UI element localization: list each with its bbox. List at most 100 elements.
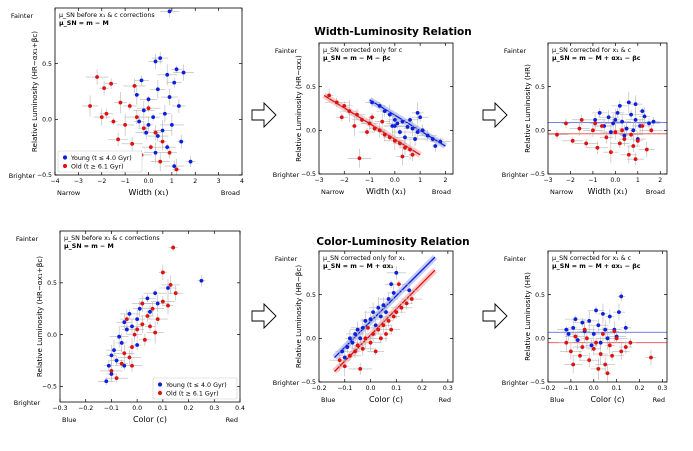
old-point-7 [599, 124, 604, 128]
old-point-11 [603, 362, 608, 367]
x-tick-label: 0.4 [235, 405, 245, 412]
fainter-label: Fainter [16, 235, 39, 243]
y-axis-label: Relative Luminosity (HR−αx₁) [294, 55, 303, 162]
young-point-0 [370, 100, 374, 105]
old-point-23 [629, 132, 633, 137]
old-point-8 [594, 340, 598, 345]
correction-note: μ_SN corrected for x₁ & c [552, 255, 632, 262]
old-point-18 [171, 245, 176, 250]
low-end-label: Narrow [57, 189, 81, 197]
young-point-16 [418, 115, 423, 120]
young-point-8 [598, 340, 603, 345]
distance-modulus-formula: μ_SN = m − M + αx₁ [323, 263, 394, 270]
young-point-14 [626, 100, 631, 105]
young-point-14 [617, 310, 621, 315]
young-point-9 [134, 92, 139, 97]
young-point-8 [633, 117, 638, 122]
young-point-2 [106, 363, 111, 368]
plot-frame [547, 42, 668, 175]
old-point-17 [409, 297, 414, 301]
old-point-5 [360, 117, 364, 122]
young-point-15 [573, 317, 578, 322]
old-point-16 [365, 130, 369, 134]
y-tick-label: 0.5 [306, 292, 316, 299]
young-point-22 [415, 110, 420, 115]
old-point-16 [167, 150, 172, 155]
young-point-19 [199, 278, 204, 283]
young-point-14 [162, 111, 167, 116]
young-point-20 [109, 353, 114, 358]
young-point-2 [382, 109, 387, 114]
old-point-0 [564, 340, 569, 345]
young-point-22 [165, 145, 170, 150]
arrow-icon [482, 101, 508, 129]
y-tick-label: 0.0 [47, 332, 57, 339]
old-point-0 [109, 369, 114, 373]
young-point-5 [395, 121, 400, 126]
young-point-4 [615, 110, 620, 115]
arrow-icon [482, 302, 508, 330]
old-point-4 [127, 355, 132, 360]
old-point-4 [355, 112, 359, 117]
old-point-5 [127, 104, 132, 108]
young-point-26 [146, 123, 151, 127]
old-point-7 [372, 126, 377, 131]
young-point-3 [353, 332, 357, 336]
old-point-1 [568, 349, 573, 354]
young-point-11 [146, 97, 151, 102]
young-point-17 [155, 301, 160, 306]
x-tick-label: 0.0 [132, 405, 142, 412]
old-point-2 [570, 138, 575, 143]
old-point-13 [626, 152, 631, 157]
x-tick-label: −1 [121, 178, 130, 185]
old-point-23 [571, 362, 576, 367]
young-point-5 [620, 119, 624, 124]
x-tick-label: 3 [217, 178, 221, 185]
young-point-2 [575, 338, 580, 342]
old-point-0 [337, 358, 342, 363]
old-point-13 [389, 327, 394, 332]
old-point-23 [124, 317, 129, 321]
young-point-7 [368, 317, 373, 322]
young-point-10 [607, 314, 612, 319]
old-point-2 [109, 81, 113, 86]
y-tick-label: 0.0 [306, 128, 316, 135]
young-point-9 [130, 324, 134, 329]
correction-note: μ_SN corrected only for c [323, 47, 403, 54]
old-point-2 [573, 334, 578, 339]
x-tick-label: 0.3 [209, 405, 219, 412]
x-tick-label: 2 [193, 178, 197, 185]
x-axis-label: Color (c) [133, 415, 167, 424]
old-point-13 [403, 145, 407, 150]
x-tick-label: 0.1 [391, 385, 401, 392]
low-end-label: Blue [550, 396, 564, 404]
young-point-4 [392, 117, 397, 122]
young-point-5 [360, 325, 365, 330]
old-point-12 [398, 141, 402, 146]
young-point-13 [608, 130, 613, 134]
old-point-20 [605, 371, 610, 376]
old-point-20 [153, 330, 158, 335]
old-point-4 [118, 100, 123, 105]
young-point-5 [165, 72, 170, 77]
old-point-8 [140, 322, 145, 327]
plot-frame [547, 250, 668, 383]
x-tick-label: 1 [418, 177, 422, 184]
young-point-12 [430, 137, 435, 141]
arrow-icon [251, 302, 277, 330]
old-point-15 [160, 139, 165, 144]
young-point-5 [587, 318, 592, 323]
young-point-22 [651, 119, 656, 124]
panel-width-both: −3 −2 −1 0.0 1 2 −0.5 0.0 0.5 Width (x₁) Relative … [502, 42, 668, 196]
old-point-3 [88, 104, 92, 108]
old-point-3 [578, 353, 582, 358]
young-point-1 [377, 103, 382, 108]
old-point-7 [135, 327, 140, 332]
legend-old-label: Old (t ≥ 6.1 Gyr) [71, 163, 124, 170]
old-point-19 [593, 121, 598, 126]
old-point-9 [134, 115, 139, 120]
young-point-10 [420, 128, 425, 133]
fainter-label: Fainter [275, 47, 298, 55]
old-point-15 [619, 349, 624, 354]
correction-note: μ_SN corrected only for x₁ [323, 255, 405, 262]
